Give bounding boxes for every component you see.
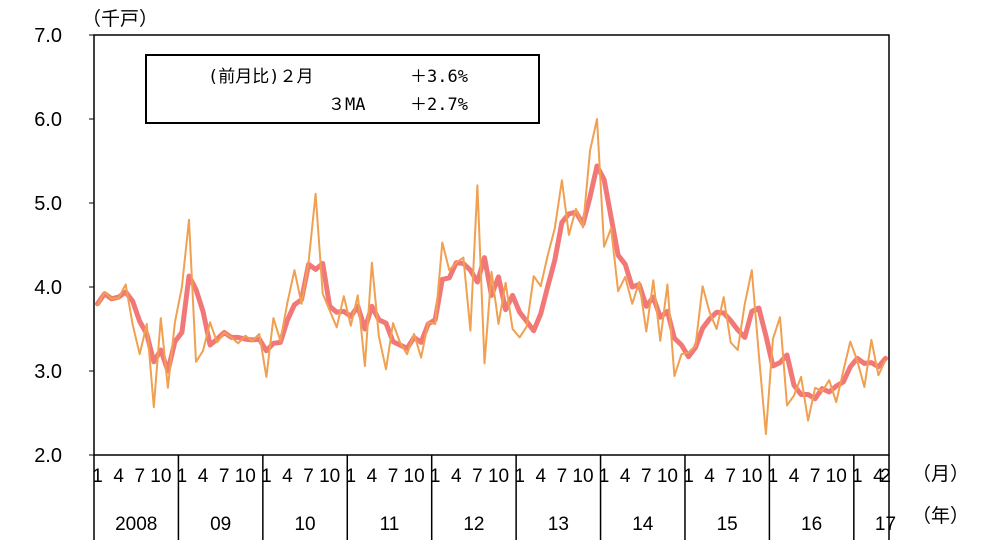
y-tick-label: 7.0 <box>34 25 62 47</box>
x-tick-label-year: 2008 <box>115 514 157 535</box>
x-tick-label-year: 10 <box>294 514 315 535</box>
x-tick-label-month: 4 <box>789 466 800 487</box>
x-tick-label-month: 1 <box>92 466 103 487</box>
x-tick-label-month: 4 <box>282 466 293 487</box>
series-line-monthly <box>96 118 887 435</box>
x-tick-label-month: 1 <box>430 466 441 487</box>
x-tick-label-month: 1 <box>683 466 694 487</box>
x-tick-label-month: 10 <box>826 466 847 487</box>
x-tick-label-month: 4 <box>367 466 378 487</box>
x-tick-label-month: 7 <box>557 466 568 487</box>
x-tick-label-month: 10 <box>235 466 256 487</box>
x-tick-label-month: 10 <box>657 466 678 487</box>
x-axis-year-unit: （年） <box>912 505 969 527</box>
legend: (前月比)２月 ＋3.6% ３MA ＋2.7% <box>145 54 540 124</box>
legend-line1-label: (前月比)２月 <box>208 67 313 87</box>
x-tick-label-month: 10 <box>150 466 171 487</box>
x-tick-label-year: 17 <box>875 514 896 535</box>
x-tick-label-month: 10 <box>488 466 509 487</box>
x-tick-label-month: 2 <box>880 466 891 487</box>
x-tick-label-month: 10 <box>319 466 340 487</box>
x-axis-ticks: 1 4 7 10 1 4 7 10 1 4 7 10 1 4 7 10 1 4 7 10 1 4 7 10 1 4 7 10 1 4 7 10… <box>92 455 896 540</box>
x-tick-label-year: 16 <box>801 514 822 535</box>
legend-line2-value: ＋2.7% <box>410 95 468 115</box>
x-tick-label-month: 4 <box>451 466 462 487</box>
x-tick-label-month: 4 <box>704 466 715 487</box>
x-tick-label-month: 1 <box>599 466 610 487</box>
x-tick-label-year: 12 <box>463 514 484 535</box>
x-tick-label-month: 4 <box>113 466 124 487</box>
x-tick-label-month: 7 <box>388 466 399 487</box>
x-tick-label-year: 14 <box>632 514 654 535</box>
y-tick-label: 4.0 <box>34 277 62 299</box>
legend-line1-value: ＋3.6% <box>410 67 468 87</box>
x-tick-label-month: 1 <box>346 466 357 487</box>
y-axis-ticks: 2.0 3.0 4.0 5.0 6.0 7.0 <box>34 25 94 467</box>
x-tick-label-year: 09 <box>210 514 231 535</box>
x-tick-label-year: 15 <box>717 514 738 535</box>
x-tick-label-month: 1 <box>852 466 863 487</box>
y-tick-label: 2.0 <box>34 445 62 467</box>
x-tick-label-month: 1 <box>514 466 525 487</box>
x-tick-label-month: 4 <box>873 466 884 487</box>
y-axis-unit: （千戸） <box>82 8 158 30</box>
x-tick-label-month: 4 <box>620 466 631 487</box>
x-tick-label-month: 7 <box>641 466 652 487</box>
legend-box <box>145 54 540 124</box>
x-tick-label-month: 4 <box>198 466 209 487</box>
x-tick-label-year: 13 <box>548 514 569 535</box>
x-tick-label-month: 10 <box>404 466 425 487</box>
x-tick-label-month: 7 <box>725 466 736 487</box>
x-tick-label-month: 10 <box>741 466 762 487</box>
x-tick-label-month: 1 <box>261 466 272 487</box>
x-tick-label-month: 1 <box>768 466 779 487</box>
x-tick-label-month: 4 <box>535 466 546 487</box>
x-axis-month-unit: （月） <box>912 463 969 485</box>
legend-line2-label: ３MA <box>328 95 365 115</box>
y-tick-label: 5.0 <box>34 193 62 215</box>
x-tick-label-month: 7 <box>219 466 230 487</box>
x-tick-label-month: 7 <box>810 466 821 487</box>
x-tick-label-month: 7 <box>134 466 145 487</box>
x-tick-label-month: 7 <box>303 466 314 487</box>
y-tick-label: 6.0 <box>34 109 62 131</box>
x-tick-label-month: 1 <box>177 466 188 487</box>
x-tick-label-month: 7 <box>472 466 483 487</box>
y-tick-label: 3.0 <box>34 361 62 383</box>
x-tick-label-year: 11 <box>380 514 400 535</box>
x-tick-label-month: 10 <box>572 466 593 487</box>
